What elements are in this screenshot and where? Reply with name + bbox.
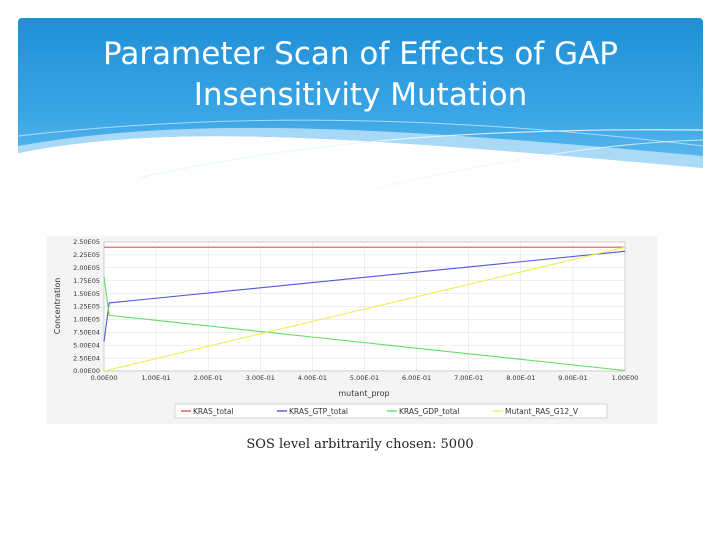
y-tick-labels: 0.00E00 2.50E04 5.00E04 7.50E04 1.00E05 1.25E… bbox=[73, 238, 100, 375]
y-tick-label: 1.75E05 bbox=[73, 277, 100, 285]
chart-panel: 0.00E00 2.50E04 5.00E04 7.50E04 1.00E05 1.25E… bbox=[47, 236, 657, 424]
legend-entry: Mutant_RAS_G12_V bbox=[505, 407, 579, 416]
y-tick-label: 1.50E05 bbox=[73, 290, 100, 298]
x-tick-label: 1.00E-01 bbox=[141, 374, 170, 382]
y-tick-label: 0.00E00 bbox=[73, 367, 100, 375]
grid-lines bbox=[103, 241, 626, 372]
legend-entry: KRAS_GDP_total bbox=[399, 407, 459, 416]
x-tick-label: 0.00E00 bbox=[91, 374, 118, 382]
x-tick-label: 6.00E-01 bbox=[402, 374, 431, 382]
y-tick-label: 7.50E04 bbox=[73, 329, 100, 337]
series-line-Mutant_RAS_G12_V bbox=[103, 246, 626, 372]
header-swoosh-decoration bbox=[18, 119, 703, 198]
x-tick-labels: 0.00E00 1.00E-01 2.00E-01 3.00E-01 4.00E-01 5… bbox=[91, 374, 639, 382]
x-tick-label: 3.00E-01 bbox=[246, 374, 275, 382]
slide-title: Parameter Scan of Effects of GAP Insensi… bbox=[103, 36, 618, 113]
y-tick-label: 2.00E05 bbox=[73, 264, 100, 272]
chart-caption: SOS level arbitrarily chosen: 5000 bbox=[246, 437, 474, 452]
series-line-KRAS_GDP_total bbox=[103, 276, 626, 372]
legend-entry: KRAS_total bbox=[193, 407, 234, 416]
y-tick-label: 2.25E05 bbox=[73, 251, 100, 259]
series-lines bbox=[103, 246, 626, 372]
y-tick-label: 5.00E04 bbox=[73, 341, 100, 349]
header-band bbox=[18, 18, 703, 198]
line-chart: 0.00E00 2.50E04 5.00E04 7.50E04 1.00E05 1.25E… bbox=[53, 238, 639, 419]
x-axis-title: mutant_prop bbox=[338, 389, 389, 398]
y-tick-label: 2.50E05 bbox=[73, 238, 100, 246]
x-tick-label: 7.00E-01 bbox=[454, 374, 483, 382]
y-tick-label: 2.50E04 bbox=[73, 354, 100, 362]
x-tick-label: 8.00E-01 bbox=[506, 374, 535, 382]
x-tick-label: 2.00E-01 bbox=[194, 374, 223, 382]
y-tick-label: 1.25E05 bbox=[73, 303, 100, 311]
x-tick-label: 4.00E-01 bbox=[298, 374, 327, 382]
x-tick-label: 9.00E-01 bbox=[558, 374, 587, 382]
series-line-KRAS_GTP_total bbox=[103, 250, 626, 342]
x-tick-label: 1.00E00 bbox=[612, 374, 639, 382]
x-tick-label: 5.00E-01 bbox=[350, 374, 379, 382]
legend: KRAS_total KRAS_GTP_total KRAS_GDP_total Mu… bbox=[181, 407, 579, 416]
legend-entry: KRAS_GTP_total bbox=[289, 407, 348, 416]
y-tick-label: 1.00E05 bbox=[73, 316, 100, 324]
y-axis-title: Concentration bbox=[53, 278, 62, 335]
